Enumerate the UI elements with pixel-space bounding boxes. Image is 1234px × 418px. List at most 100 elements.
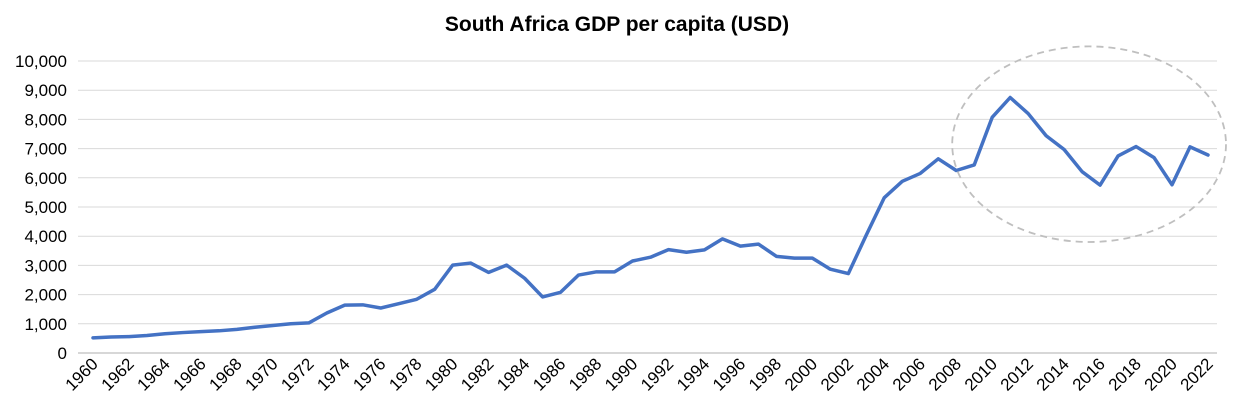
x-tick-label: 1970 xyxy=(241,354,281,394)
annotation-layer xyxy=(951,45,1227,243)
series-line-gdp-per-capita xyxy=(91,95,1210,340)
x-tick-label: 1964 xyxy=(134,354,174,394)
data-point xyxy=(991,116,994,119)
x-tick-label: 1974 xyxy=(313,354,353,394)
data-point xyxy=(1063,148,1066,151)
data-point xyxy=(253,326,256,329)
x-tick-label: 1972 xyxy=(277,354,317,394)
data-point xyxy=(1207,154,1210,157)
x-tick-label: 1988 xyxy=(565,354,605,394)
data-point xyxy=(883,196,886,199)
data-point xyxy=(901,180,904,183)
x-tick-label: 1982 xyxy=(457,354,497,394)
data-point xyxy=(865,234,868,237)
data-point xyxy=(847,272,850,275)
data-point xyxy=(595,270,598,273)
x-tick-label: 1994 xyxy=(673,354,713,394)
data-point xyxy=(919,172,922,175)
x-tick-label: 1990 xyxy=(601,354,641,394)
data-point xyxy=(541,295,544,298)
data-point xyxy=(1117,154,1120,157)
data-point xyxy=(757,243,760,246)
data-point xyxy=(685,251,688,254)
data-point xyxy=(937,157,940,160)
highlight-ellipse xyxy=(951,45,1227,243)
data-point xyxy=(955,169,958,172)
x-tick-label: 2014 xyxy=(1033,354,1073,394)
data-point xyxy=(739,245,742,248)
data-point xyxy=(973,163,976,166)
data-point xyxy=(1081,170,1084,173)
data-point xyxy=(1009,96,1012,99)
data-point xyxy=(577,274,580,277)
data-point xyxy=(415,298,418,301)
data-point xyxy=(127,335,130,338)
data-point xyxy=(811,257,814,260)
x-tick-label: 2002 xyxy=(817,354,857,394)
x-tick-label: 2016 xyxy=(1069,354,1109,394)
data-point xyxy=(361,303,364,306)
y-tick-label: 7,000 xyxy=(24,140,67,159)
x-tick-label: 1992 xyxy=(637,354,677,394)
data-point xyxy=(721,237,724,240)
data-point xyxy=(1027,112,1030,115)
data-point xyxy=(559,291,562,294)
x-tick-label: 2022 xyxy=(1177,354,1217,394)
y-axis-tick-labels: 0 1,000 2,000 3,000 4,000 5,000 6,000 7,000 8,00… xyxy=(15,52,67,363)
data-point xyxy=(307,321,310,324)
x-tick-label: 1976 xyxy=(349,354,389,394)
x-tick-label: 2020 xyxy=(1141,354,1181,394)
y-tick-label: 9,000 xyxy=(24,81,67,100)
data-point xyxy=(145,334,148,337)
data-point xyxy=(1189,145,1192,148)
data-point xyxy=(397,302,400,305)
data-point xyxy=(217,329,220,332)
x-tick-label: 1984 xyxy=(493,354,533,394)
data-point xyxy=(92,336,95,339)
gridlines xyxy=(78,60,1217,354)
y-tick-label: 0 xyxy=(58,344,67,363)
x-tick-label: 2006 xyxy=(889,354,929,394)
x-tick-label: 1966 xyxy=(170,354,210,394)
data-point xyxy=(289,322,292,325)
data-point xyxy=(469,262,472,265)
data-point xyxy=(163,332,166,335)
data-point xyxy=(379,307,382,310)
data-point xyxy=(325,312,328,315)
x-tick-label: 2004 xyxy=(853,354,893,394)
data-point xyxy=(487,271,490,274)
y-tick-label: 4,000 xyxy=(24,227,67,246)
data-point xyxy=(235,328,238,331)
data-point xyxy=(775,255,778,258)
y-tick-label: 10,000 xyxy=(15,52,67,71)
data-point xyxy=(631,260,634,263)
x-tick-label: 2018 xyxy=(1105,354,1145,394)
data-point xyxy=(343,304,346,307)
y-tick-label: 6,000 xyxy=(24,169,67,188)
data-point xyxy=(451,264,454,267)
data-point xyxy=(613,270,616,273)
data-point xyxy=(1153,156,1156,159)
data-point xyxy=(1171,183,1174,186)
x-tick-label: 1998 xyxy=(745,354,785,394)
data-point xyxy=(703,248,706,251)
data-point xyxy=(667,248,670,251)
x-axis-tick-labels: 1960196219641966196819701972197419761978… xyxy=(62,354,1217,394)
data-point xyxy=(793,257,796,260)
x-tick-label: 2008 xyxy=(925,354,965,394)
x-tick-label: 1978 xyxy=(385,354,425,394)
data-point xyxy=(1135,145,1138,148)
x-tick-label: 2000 xyxy=(781,354,821,394)
data-point xyxy=(505,264,508,267)
y-tick-label: 3,000 xyxy=(24,256,67,275)
y-tick-label: 2,000 xyxy=(24,286,67,305)
data-point xyxy=(1045,134,1048,137)
data-point xyxy=(523,277,526,280)
data-point xyxy=(181,331,184,334)
chart-title: South Africa GDP per capita (USD) xyxy=(445,13,789,36)
data-point xyxy=(829,268,832,271)
x-tick-label: 1996 xyxy=(709,354,749,394)
y-tick-label: 5,000 xyxy=(24,198,67,217)
series-layer xyxy=(91,95,1210,340)
